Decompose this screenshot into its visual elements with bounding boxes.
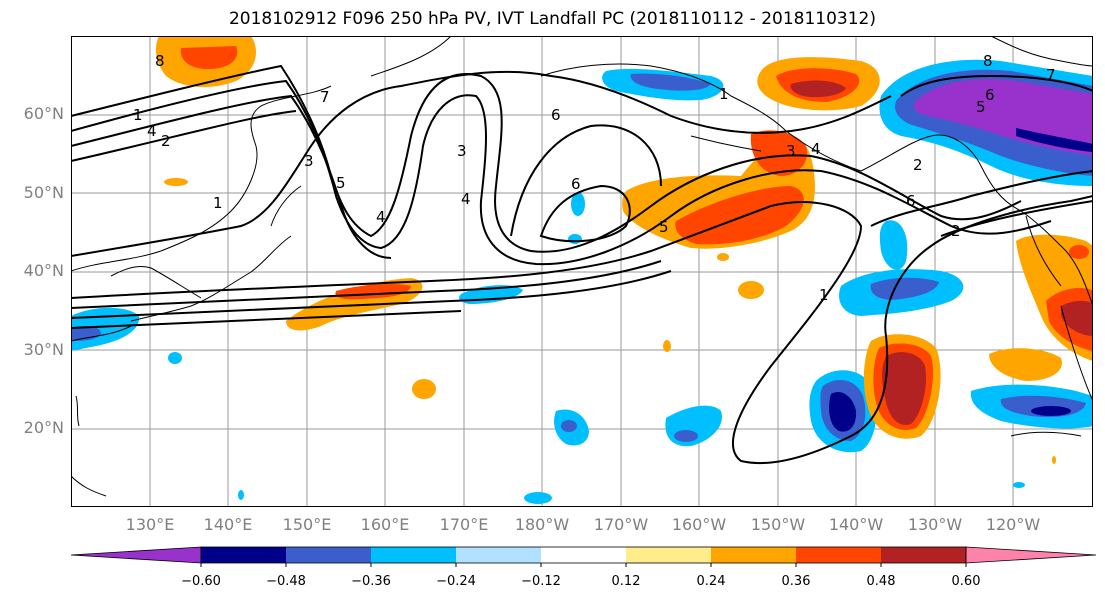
- lon-label: 140°E: [203, 515, 253, 534]
- contour-label: 5: [336, 174, 346, 192]
- contour-label: 4: [147, 122, 157, 140]
- colorbar-segment: [201, 547, 286, 563]
- colorbar-tick-label: 0.24: [696, 574, 726, 589]
- colorbar-tick-label: −0.60: [181, 574, 221, 589]
- lat-label: 60°N: [23, 104, 64, 123]
- colorbar-tick-label: −0.48: [266, 574, 306, 589]
- colorbar-outline: [200, 546, 967, 564]
- contour-label: 4: [811, 140, 821, 158]
- colorbar-segments: [70, 546, 1097, 564]
- lon-label: 160°E: [360, 515, 410, 534]
- colorbar-segment: [965, 546, 1097, 564]
- colorbar-segment: [371, 547, 456, 563]
- contour-label: 6: [906, 192, 916, 210]
- colorbar-segment: [70, 546, 202, 564]
- colorbar-tick-label: 0.36: [781, 574, 811, 589]
- lon-label: 170°E: [439, 515, 489, 534]
- lon-label: 140°W: [828, 515, 884, 534]
- ivt-shading: [71, 36, 1093, 504]
- colorbar-segment: [456, 547, 541, 563]
- lon-label: 120°W: [985, 515, 1041, 534]
- colorbar-tick-label: −0.24: [436, 574, 476, 589]
- contour-label: 1: [719, 85, 729, 103]
- lat-label: 30°N: [23, 340, 64, 359]
- lon-label: 160°W: [671, 515, 727, 534]
- lon-label: 150°W: [750, 515, 806, 534]
- contour-label: 3: [786, 142, 796, 160]
- colorbar-segment: [286, 547, 371, 563]
- contour-label: 2: [161, 132, 171, 150]
- lon-label: 130°E: [125, 515, 175, 534]
- pv-contours: [71, 64, 1093, 464]
- colorbar-segment: [626, 547, 711, 563]
- contour-label: 3: [457, 142, 467, 160]
- contour-label: 7: [320, 88, 330, 106]
- colorbar-tick-label: 0.48: [866, 574, 896, 589]
- contour-label: 2: [951, 222, 961, 240]
- contour-label: 5: [659, 218, 669, 236]
- colorbar-tick-label: −0.12: [521, 574, 561, 589]
- colorbar-tick-label: 0.12: [611, 574, 641, 589]
- lat-label: 20°N: [23, 418, 64, 437]
- contour-label: 4: [376, 208, 386, 226]
- coastlines: [71, 36, 1093, 497]
- contour-label: 6: [551, 106, 561, 124]
- colorbar-segment: [881, 547, 966, 563]
- contour-labels: 1 2 4 8 7 3 5 4 1 6 6 5 4 3 1 2 6 5 1 2 …: [133, 52, 1056, 304]
- contour-label: 3: [304, 152, 314, 170]
- contour-label: 6: [571, 175, 581, 193]
- contour-label: 8: [155, 52, 165, 70]
- lon-label: 130°W: [907, 515, 963, 534]
- colorbar-tick-label: −0.36: [351, 574, 391, 589]
- lon-label: 150°E: [282, 515, 332, 534]
- contour-label: 6: [985, 86, 995, 104]
- colorbar-segment: [541, 547, 626, 563]
- lon-label: 170°W: [593, 515, 649, 534]
- contour-label: 4: [461, 190, 471, 208]
- colorbar-segment: [711, 547, 796, 563]
- contour-label: 8: [983, 52, 993, 70]
- contour-label: 7: [1046, 66, 1056, 84]
- lat-label: 50°N: [23, 183, 64, 202]
- colorbar: [70, 546, 1097, 567]
- colorbar-tick-label: 0.60: [951, 574, 981, 589]
- map-title: 2018102912 F096 250 hPa PV, IVT Landfall…: [228, 9, 876, 29]
- contour-label: 5: [976, 98, 986, 116]
- map-panel: 1 2 4 8 7 3 5 4 1 6 6 5 4 3 1 2 6 5 1 2 …: [71, 36, 1093, 507]
- contour-label: 1: [819, 286, 829, 304]
- contour-label: 1: [133, 106, 143, 124]
- lat-label: 40°N: [23, 261, 64, 280]
- contour-label: 2: [913, 156, 923, 174]
- colorbar-ticklines: [200, 563, 967, 567]
- lon-label: 180°W: [514, 515, 570, 534]
- contour-label: 1: [213, 194, 223, 212]
- colorbar-segment: [796, 547, 881, 563]
- map-canvas: 1 2 4 8 7 3 5 4 1 6 6 5 4 3 1 2 6 5 1 2 …: [71, 36, 1093, 507]
